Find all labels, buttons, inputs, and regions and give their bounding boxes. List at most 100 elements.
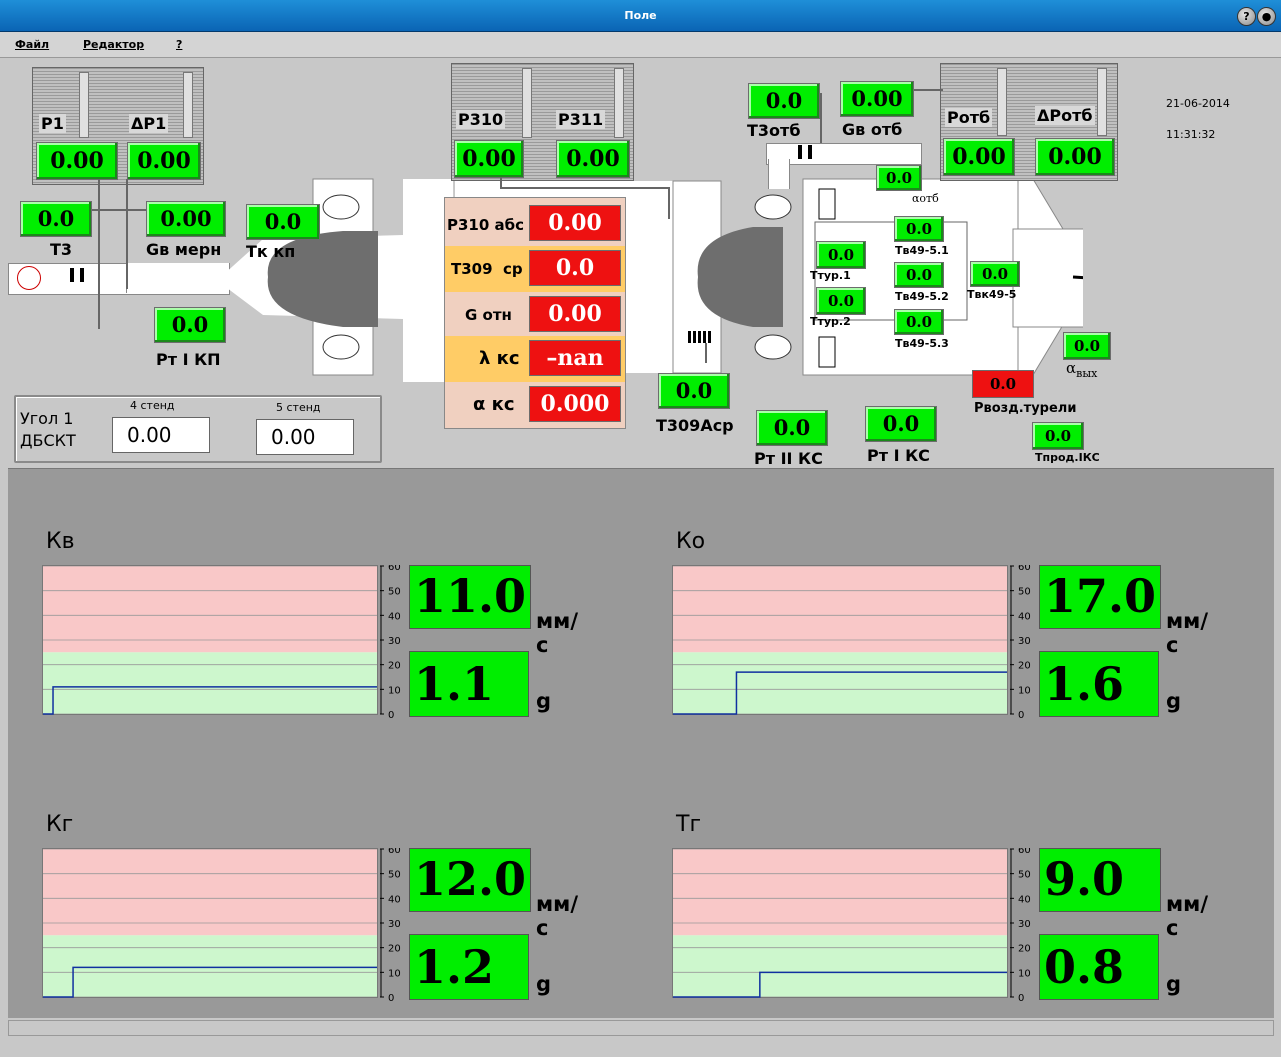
y-tick-label: 30 [388, 919, 401, 930]
y-tick-label: 30 [388, 636, 401, 647]
menu-help[interactable]: ? [176, 38, 183, 51]
vibration-unit: мм/с [1166, 609, 1208, 657]
y-tick-label: 60 [388, 848, 401, 856]
potb-label: Pотб [945, 108, 993, 127]
tvk49-5-value: 0.0 [970, 261, 1020, 287]
date-display: 21-06-2014 [1166, 97, 1230, 110]
probe-icon [70, 268, 84, 282]
param-label: G отн [465, 306, 512, 324]
rtiiks-label: Pт II КС [754, 449, 823, 468]
rtiks-value: 0.0 [865, 406, 937, 442]
valve-icon[interactable] [17, 266, 41, 290]
chart-title: Кв [46, 529, 75, 554]
wire [98, 179, 100, 329]
param-value: 0.00 [529, 205, 621, 241]
t3-value: 0.0 [20, 201, 92, 237]
vibration-series-line [673, 671, 1007, 715]
tkkp-label: Тк кп [246, 242, 296, 261]
y-tick-label: 20 [1018, 944, 1031, 955]
pvozd-value: 0.0 [972, 370, 1034, 398]
pvozd-label: Pвозд.турели [974, 401, 1077, 416]
ttur2-label: Ттур.2 [810, 315, 851, 328]
vibration-value: 12.0 [409, 848, 531, 912]
gvmern-label: Gв мерн [146, 240, 222, 259]
bleed-pipe-elbow [768, 159, 790, 189]
warning-zone [672, 566, 1008, 653]
rtiks-label: Pт I КС [867, 446, 930, 465]
gvotb-value: 0.00 [840, 81, 914, 117]
table-row: G отн 0.00 [445, 292, 625, 336]
dpotb-slider[interactable] [1097, 68, 1107, 136]
chart-title: Кг [46, 812, 74, 837]
vibration-value: 9.0 [1039, 848, 1161, 912]
tv49-52-label: Тв49-5.2 [895, 290, 949, 303]
tv49-52-value: 0.0 [894, 262, 944, 288]
stand4-field[interactable]: 0.00 [112, 417, 210, 453]
p1-panel: P1 ΔP1 0.00 0.00 [32, 67, 204, 185]
p311-slider[interactable] [614, 68, 624, 138]
chart-title: Тг [676, 812, 701, 837]
warning-zone [672, 849, 1008, 936]
normal-zone [42, 652, 378, 714]
probe-icon [798, 145, 812, 159]
normal-zone [42, 935, 378, 997]
potb-panel: Pотб ΔPотб 0.00 0.00 [940, 63, 1118, 181]
y-tick-label: 10 [388, 685, 401, 696]
combustor-body [223, 178, 1083, 382]
tv49-51-value: 0.0 [894, 216, 944, 242]
ttur1-label: Ттур.1 [810, 269, 851, 282]
potb-slider[interactable] [997, 68, 1007, 136]
dpotb-label: ΔPотб [1035, 106, 1095, 125]
vibration-value: 17.0 [1039, 565, 1161, 629]
p310-slider[interactable] [522, 68, 532, 138]
param-value: 0.00 [529, 296, 621, 332]
p310-label: P310 [456, 110, 506, 129]
wire [500, 177, 502, 187]
rtiiks-value: 0.0 [756, 410, 828, 446]
ttur1-value: 0.0 [816, 241, 866, 269]
y-tick-label: 20 [388, 944, 401, 955]
tprod-value: 0.0 [1032, 422, 1084, 450]
plot-border [42, 848, 378, 998]
y-tick-label: 0 [1018, 993, 1024, 1002]
table-row: Т309 ср 0.0 [445, 246, 625, 292]
stand5-field[interactable]: 0.00 [256, 419, 354, 455]
wire [500, 187, 670, 189]
plot-border [672, 848, 1008, 998]
window-title: Поле [624, 9, 657, 22]
close-icon[interactable]: ● [1257, 7, 1276, 26]
combustor-params-table: P310 абс 0.00 Т309 ср 0.0 G отн 0.00 λ к… [444, 197, 626, 429]
dpotb-value: 0.00 [1035, 138, 1115, 176]
y-tick-label: 0 [388, 993, 394, 1002]
t309acp-label: Т309Аср [656, 416, 734, 435]
vibration-unit: мм/с [536, 609, 578, 657]
y-tick-label: 0 [1018, 710, 1024, 719]
y-tick-label: 50 [388, 870, 401, 881]
warning-zone [42, 849, 378, 936]
y-tick-label: 40 [1018, 611, 1031, 622]
param-label: λ кс [479, 348, 520, 369]
param-label: α кс [473, 394, 515, 415]
vibration-series-line [673, 971, 1007, 998]
help-icon[interactable]: ? [1237, 7, 1256, 26]
p310-panel: P310 P311 0.00 0.00 [451, 63, 634, 181]
gvmern-value: 0.00 [146, 201, 226, 237]
y-tick-label: 10 [1018, 968, 1031, 979]
g-value: 1.2 [409, 934, 529, 1000]
table-row: λ кс –nan [445, 336, 625, 382]
param-value: 0.0 [529, 250, 621, 286]
p1-slider[interactable] [79, 72, 89, 138]
menu-editor[interactable]: Редактор [83, 38, 145, 51]
vibration-unit: мм/с [1166, 892, 1208, 940]
tv49-53-label: Тв49-5.3 [895, 337, 949, 350]
vibration-chart: 0 10 20 30 40 50 60 [42, 848, 401, 1002]
tkkp-value: 0.0 [246, 204, 320, 240]
t309acp-value: 0.0 [658, 373, 730, 409]
y-tick-label: 60 [388, 565, 401, 573]
wire [913, 89, 943, 91]
y-tick-label: 10 [1018, 685, 1031, 696]
menu-file[interactable]: Файл [15, 38, 50, 51]
potb-value: 0.00 [943, 138, 1015, 176]
dp1-slider[interactable] [183, 72, 193, 138]
tv49-53-value: 0.0 [894, 309, 944, 335]
